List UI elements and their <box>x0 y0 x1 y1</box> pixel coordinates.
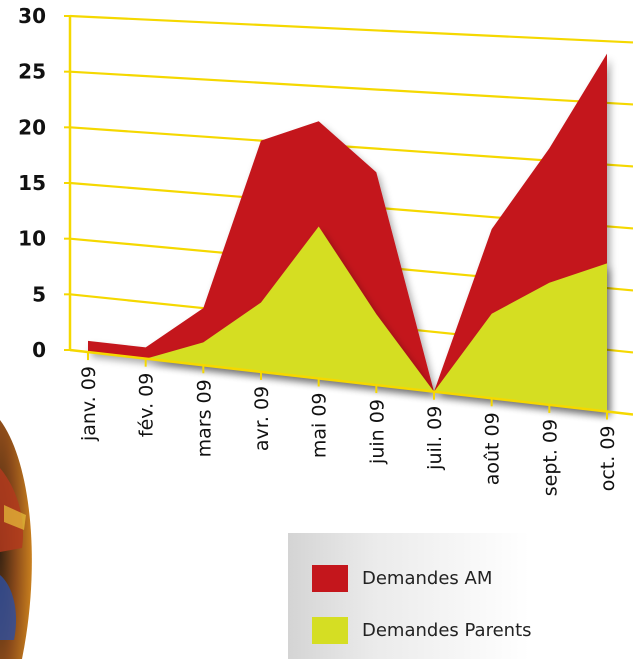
series-area-1 <box>88 226 607 412</box>
axis-layer <box>64 15 633 420</box>
gridline-25 <box>69 70 633 106</box>
legend-swatch-am <box>312 565 348 592</box>
x-axis-line <box>69 348 633 416</box>
series-area-0 <box>88 53 607 412</box>
x-tick-label-4: mai 09 <box>309 392 331 458</box>
legend-label-parents: Demandes Parents <box>362 620 532 641</box>
x-tick-label-9: oct. 09 <box>597 425 619 491</box>
decorative-photo <box>0 420 32 659</box>
y-tick-label-15: 15 <box>18 171 46 195</box>
gridline-30 <box>69 14 633 44</box>
y-tick-label-20: 20 <box>18 115 46 139</box>
legend-item-parents: Demandes Parents <box>312 617 532 644</box>
legend-swatch-parents <box>312 617 348 644</box>
y-tick-label-25: 25 <box>18 60 46 84</box>
legend-item-am: Demandes AM <box>312 565 492 592</box>
series-layer <box>88 53 607 412</box>
x-tick-label-5: juin 09 <box>366 399 388 465</box>
legend: Demandes AM Demandes Parents <box>288 533 633 659</box>
x-tick-label-1: fév. 09 <box>136 373 158 437</box>
y-tick-label-10: 10 <box>18 227 46 251</box>
x-tick-label-3: avr. 09 <box>251 386 273 451</box>
y-tick-label-30: 30 <box>18 4 46 28</box>
x-tick-label-6: juil. 09 <box>424 406 446 471</box>
y-tick-label-0: 0 <box>32 338 46 362</box>
label-layer: 0 5 10 15 20 25 30 janv. 09 fév. 09 mars 09 avr. 0… <box>18 4 619 496</box>
legend-label-am: Demandes AM <box>362 568 493 589</box>
x-tick-label-8: sept. 09 <box>539 419 561 496</box>
x-tick-label-2: mars 09 <box>193 379 215 457</box>
x-tick-label-0: janv. 09 <box>78 366 100 442</box>
y-tick-label-5: 5 <box>32 282 46 306</box>
x-tick-label-7: août 09 <box>482 412 504 485</box>
gridline-20 <box>69 126 633 168</box>
